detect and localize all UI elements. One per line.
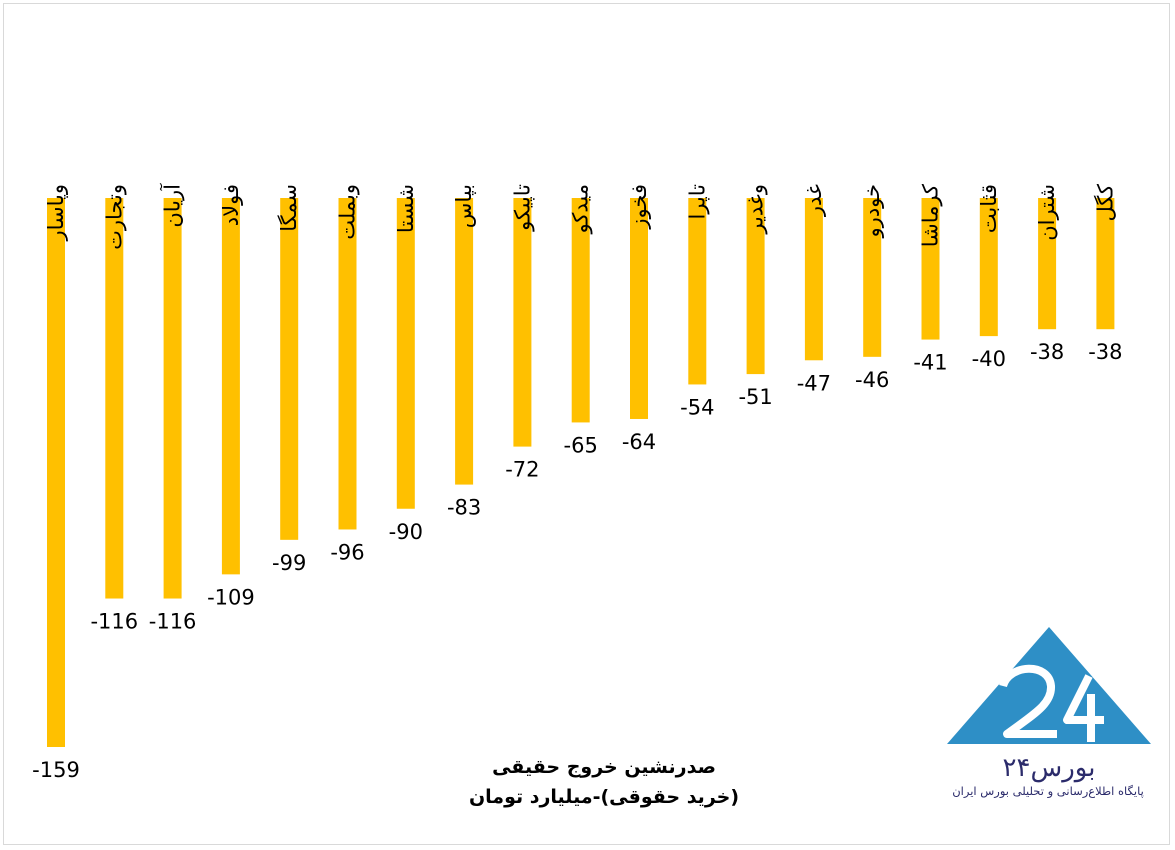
bar-13 bbox=[804, 198, 823, 361]
logo-brand-text: بورس۲۴ bbox=[1003, 753, 1096, 783]
value-label-1: -116 bbox=[90, 610, 138, 634]
value-label-16: -40 bbox=[972, 347, 1006, 371]
category-label-18: کگل bbox=[1093, 184, 1117, 222]
value-label-6: -90 bbox=[389, 520, 423, 544]
bar-17 bbox=[1038, 198, 1057, 330]
bar-6 bbox=[396, 198, 415, 509]
category-label-4: سمگا bbox=[277, 184, 301, 232]
category-label-3: فولاد bbox=[219, 184, 243, 226]
bar-2 bbox=[163, 198, 182, 599]
value-label-18: -38 bbox=[1088, 340, 1122, 364]
bar-15 bbox=[921, 198, 940, 340]
bar-14 bbox=[863, 198, 882, 357]
chart-frame: -159 وپاسار -116 وتجارت -116 آریان -109 فولاد -9… bbox=[3, 3, 1170, 845]
value-label-4: -99 bbox=[272, 551, 306, 575]
bar-11 bbox=[688, 198, 707, 385]
value-label-0: -159 bbox=[32, 758, 80, 782]
value-label-10: -64 bbox=[622, 430, 656, 454]
category-label-15: کرماشا bbox=[919, 184, 943, 247]
category-label-17: شتران bbox=[1035, 184, 1059, 241]
value-label-7: -83 bbox=[447, 496, 481, 520]
category-label-11: تاپرا bbox=[685, 184, 709, 220]
chart-caption: صدرنشین خروج حقیقی (خرید حقوقی)-میلیارد … bbox=[404, 752, 804, 812]
category-label-5: وبملت bbox=[336, 184, 360, 240]
bar-8 bbox=[513, 198, 532, 447]
value-label-12: -51 bbox=[738, 385, 772, 409]
logo-numeral-4 bbox=[1063, 674, 1104, 742]
category-label-1: وتجارت bbox=[102, 184, 126, 250]
bar-0 bbox=[47, 198, 65, 747]
bar-3 bbox=[221, 198, 240, 575]
value-label-3: -109 bbox=[207, 585, 255, 609]
value-label-15: -41 bbox=[913, 351, 947, 375]
bar-9 bbox=[571, 198, 590, 423]
bar-12 bbox=[746, 198, 765, 375]
value-label-5: -96 bbox=[330, 540, 364, 564]
value-label-9: -65 bbox=[564, 433, 598, 457]
category-label-2: آریان bbox=[160, 183, 185, 228]
logo-numeral-2 bbox=[999, 664, 1057, 738]
bar-10 bbox=[630, 198, 648, 419]
category-label-7: بپاس bbox=[452, 184, 476, 228]
value-label-8: -72 bbox=[505, 458, 539, 482]
category-label-16: قثابت bbox=[977, 184, 1001, 233]
bar-16 bbox=[979, 198, 998, 337]
bar-1 bbox=[105, 198, 124, 599]
logo-tagline: پایگاه اطلاع‌رسانی و تحلیلی بورس ایران bbox=[952, 784, 1144, 798]
bar-7 bbox=[455, 198, 474, 485]
value-label-11: -54 bbox=[680, 395, 714, 419]
category-label-14: خودرو bbox=[860, 184, 884, 238]
category-label-6: شستا bbox=[394, 184, 418, 233]
category-label-12: وغدیر bbox=[744, 184, 768, 235]
value-label-14: -46 bbox=[855, 368, 889, 392]
category-label-10: فخوز bbox=[627, 184, 651, 230]
bar-5 bbox=[338, 198, 357, 530]
category-label-0: وپاسار bbox=[44, 184, 68, 242]
bar-18 bbox=[1096, 198, 1115, 330]
bourse24-logo: بورس۲۴ bbox=[947, 627, 1151, 783]
category-label-9: میدکو bbox=[569, 184, 593, 234]
bar-chart: -159 وپاسار -116 وتجارت -116 آریان -109 فولاد -9… bbox=[32, 183, 1122, 782]
bar-4 bbox=[280, 198, 299, 540]
category-label-13: غدر bbox=[802, 184, 826, 217]
value-label-2: -116 bbox=[149, 610, 197, 634]
category-label-8: تاپیکو bbox=[510, 184, 534, 232]
value-label-17: -38 bbox=[1030, 340, 1064, 364]
value-label-13: -47 bbox=[797, 371, 831, 395]
caption-line-2: (خرید حقوقی)-میلیارد تومان bbox=[468, 786, 740, 808]
caption-line-1: صدرنشین خروج حقیقی bbox=[492, 756, 716, 778]
